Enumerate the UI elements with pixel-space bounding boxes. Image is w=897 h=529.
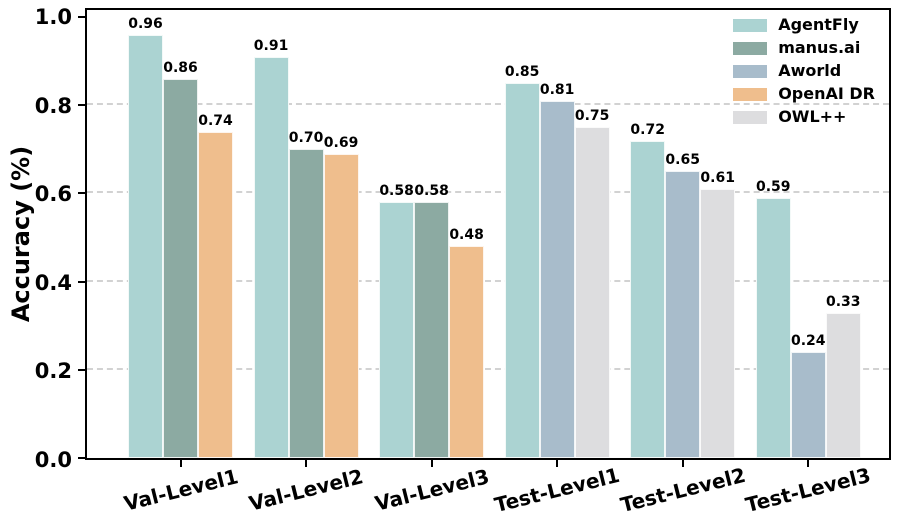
- bar: [755, 197, 791, 458]
- bar-value-label: 0.48: [449, 227, 484, 244]
- legend-item: OpenAI DR: [733, 85, 875, 103]
- legend-label: OWL++: [778, 107, 847, 126]
- bar-value-label: 0.86: [163, 59, 198, 76]
- y-tick-label: 0.2: [34, 359, 72, 384]
- x-tick: [430, 460, 433, 467]
- bar: [504, 83, 540, 458]
- y-tick: [78, 16, 85, 19]
- plot-area: 0.96 0.86 0.74 0.91 0.70 0.69 0.58 0.58 0.48 0.85…: [78, 8, 891, 467]
- legend-swatch: [733, 18, 768, 32]
- x-tick-label: Test-Level3: [743, 462, 874, 518]
- bar-value-label: 0.65: [665, 152, 700, 169]
- x-tick: [179, 460, 182, 467]
- y-tick: [78, 280, 85, 283]
- bar: [449, 246, 485, 458]
- y-tick-label: 0.4: [34, 270, 72, 295]
- bar: [288, 149, 324, 458]
- x-tick-label: Test-Level1: [492, 462, 623, 518]
- y-tick-label: 0.6: [34, 182, 72, 207]
- grid-line: [87, 191, 889, 194]
- grid-line: [87, 367, 889, 370]
- bar-value-label: 0.91: [253, 37, 289, 54]
- y-tick-label: 1.0: [34, 5, 72, 30]
- bar: [128, 34, 163, 458]
- bar-value-label: 0.75: [574, 108, 610, 125]
- bar-value-label: 0.81: [539, 81, 575, 98]
- legend-label: Aworld: [778, 61, 842, 80]
- x-tick: [807, 460, 810, 467]
- bar: [198, 131, 233, 458]
- bar-value-label: 0.74: [198, 112, 233, 129]
- legend-label: OpenAI DR: [778, 84, 875, 103]
- bar: [574, 127, 610, 458]
- bar: [323, 153, 359, 458]
- legend-swatch: [733, 110, 768, 124]
- x-tick: [681, 460, 684, 467]
- bar-value-label: 0.85: [504, 64, 540, 81]
- bar-value-label: 0.33: [825, 293, 861, 310]
- y-tick-label: 0.0: [34, 448, 72, 472]
- bar-value-label: 0.59: [755, 178, 791, 195]
- bar: [825, 312, 861, 458]
- grid-line: [87, 279, 889, 282]
- legend-item: manus.ai: [733, 39, 875, 57]
- legend-swatch: [733, 41, 768, 55]
- bar: [790, 352, 826, 458]
- legend-swatch: [733, 64, 768, 78]
- bar: [163, 78, 198, 458]
- bar: [379, 202, 415, 458]
- x-tick: [556, 460, 559, 467]
- x-tick: [305, 460, 308, 467]
- legend: AgentFly manus.ai Aworld OpenAI DR OWL++: [733, 16, 875, 126]
- bar-value-label: 0.58: [379, 183, 414, 200]
- x-tick-label: Val-Level3: [372, 464, 492, 516]
- y-tick: [78, 457, 85, 459]
- y-tick-label: 0.8: [34, 93, 72, 118]
- x-tick-label: Val-Level1: [120, 464, 241, 516]
- bar-value-label: 0.58: [414, 183, 449, 200]
- bar-value-label: 0.69: [323, 134, 359, 151]
- bar: [630, 140, 666, 458]
- bar-value-label: 0.61: [700, 170, 735, 187]
- legend-item: Aworld: [733, 62, 875, 80]
- y-tick: [78, 104, 85, 107]
- legend-item: OWL++: [733, 108, 875, 126]
- bar: [700, 189, 736, 458]
- bar-value-label: 0.24: [790, 333, 826, 350]
- legend-swatch: [733, 87, 768, 101]
- bar-value-label: 0.72: [630, 121, 665, 138]
- bar: [665, 171, 701, 458]
- y-tick: [78, 368, 85, 371]
- legend-item: AgentFly: [733, 16, 875, 34]
- bar: [539, 100, 575, 458]
- bar: [253, 56, 289, 458]
- bar: [414, 202, 450, 458]
- y-axis-label: Accuracy (%): [7, 145, 35, 323]
- legend-label: manus.ai: [778, 38, 861, 57]
- x-tick-label: Val-Level2: [246, 464, 366, 516]
- bar-value-label: 0.96: [128, 15, 163, 32]
- x-tick-label: Test-Level2: [617, 462, 748, 518]
- grid-line: [87, 103, 889, 106]
- bar-value-label: 0.70: [288, 130, 324, 147]
- y-tick: [78, 192, 85, 195]
- legend-label: AgentFly: [778, 15, 859, 34]
